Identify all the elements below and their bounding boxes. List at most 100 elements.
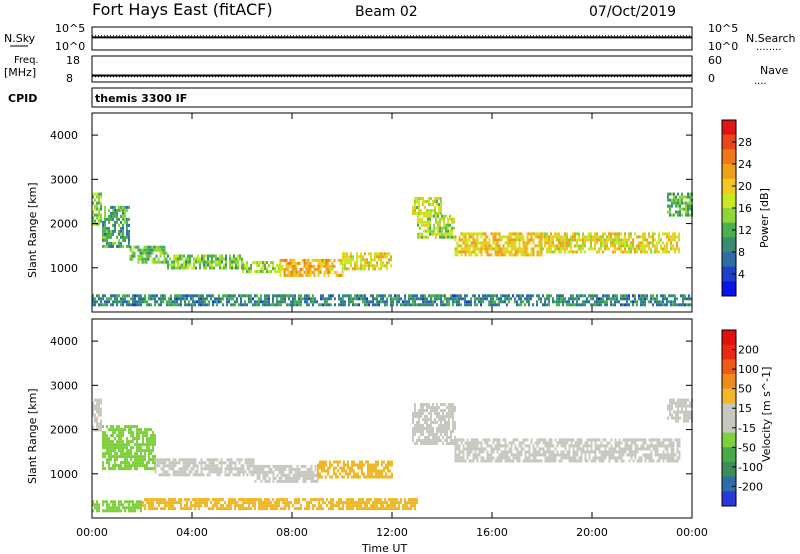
velocity-cell-8 — [264, 501, 266, 505]
power-cell-9 — [512, 253, 515, 257]
power-cell-12 — [542, 303, 544, 307]
power-cell-2 — [147, 251, 150, 255]
velocity-cell-5 — [450, 439, 452, 442]
velocity-cell-2 — [186, 461, 189, 465]
velocity-cell-1 — [116, 464, 118, 468]
power-cell-12 — [490, 297, 492, 301]
velocity-cell-8 — [160, 507, 162, 511]
power-cell-12 — [324, 300, 326, 304]
velocity-cell-8 — [282, 501, 284, 505]
velocity-cell-6 — [476, 444, 479, 448]
velocity-cell-8 — [378, 507, 380, 511]
velocity-cell-1 — [116, 428, 118, 432]
velocity-cell-2 — [252, 464, 255, 468]
power-cell-12 — [506, 294, 508, 298]
velocity-cell-1 — [136, 434, 138, 438]
power-cell-3 — [203, 266, 205, 270]
power-cell-1 — [110, 205, 112, 209]
velocity-cell-8 — [248, 504, 250, 508]
velocity-cell-6 — [652, 447, 655, 451]
velocity-cell-1 — [110, 443, 112, 447]
velocity-cell-6 — [564, 456, 567, 460]
power-cell-12 — [330, 303, 332, 307]
power-cell-12 — [640, 297, 642, 301]
power-cell-3 — [213, 266, 215, 270]
velocity-cell-8 — [298, 507, 300, 511]
velocity-cell-5 — [430, 430, 432, 433]
velocity-cell-8 — [346, 498, 348, 502]
power-cell-12 — [138, 297, 140, 301]
power-cell-9 — [510, 247, 513, 251]
power-cell-12 — [272, 297, 274, 301]
power-cell-12 — [108, 297, 110, 301]
power-cell-8 — [417, 220, 419, 224]
velocity-cell-1 — [146, 431, 148, 435]
power-cell-12 — [358, 303, 360, 307]
power-cell-12 — [526, 300, 528, 304]
power-cell-5 — [279, 264, 282, 268]
power-cell-12 — [506, 303, 508, 307]
velocity-cell-9 — [132, 503, 134, 507]
velocity-cell-2 — [236, 470, 239, 474]
power-cell-12 — [140, 294, 142, 298]
velocity-cell-8 — [158, 504, 160, 508]
power-cell-12 — [212, 303, 214, 307]
power-cell-10 — [650, 247, 652, 251]
velocity-cell-6 — [454, 456, 457, 460]
velocity-cell-4 — [339, 460, 341, 464]
power-cell-12 — [422, 297, 424, 301]
velocity-cell-6 — [576, 447, 579, 451]
velocity-cell-8 — [152, 501, 154, 505]
velocity-cell-1 — [138, 443, 140, 447]
velocity-cell-2 — [174, 473, 177, 477]
power-cell-10 — [560, 247, 562, 251]
velocity-cell-0 — [98, 413, 100, 417]
power-cell-9 — [488, 247, 491, 251]
velocity-cell-3 — [284, 479, 287, 483]
power-cell-6 — [382, 264, 384, 268]
power-cell-9 — [456, 253, 459, 257]
power-cell-10 — [630, 241, 632, 245]
velocity-cell-6 — [464, 447, 467, 451]
velocity-cell-6 — [504, 450, 507, 454]
velocity-cell-6 — [476, 438, 479, 442]
power-cell-11 — [673, 201, 675, 205]
power-cell-12 — [216, 300, 218, 304]
power-cell-3 — [237, 257, 239, 261]
power-cell-0 — [92, 210, 94, 214]
velocity-cell-1 — [148, 440, 150, 444]
velocity-cell-7 — [679, 398, 681, 402]
velocity-cell-6 — [578, 459, 581, 463]
power-cell-12 — [108, 300, 110, 304]
velocity-cell-2 — [230, 461, 233, 465]
velocity-cell-6 — [662, 456, 665, 460]
power-cell-10 — [614, 244, 616, 248]
velocity-cell-2 — [174, 458, 177, 462]
power-cell-10 — [614, 250, 616, 254]
velocity-cell-3 — [270, 470, 273, 474]
power-cell-8 — [425, 229, 427, 233]
power-cell-10 — [578, 235, 580, 239]
velocity-cell-6 — [558, 441, 561, 445]
velocity-cell-6 — [562, 444, 565, 448]
velocity-cell-5 — [426, 418, 428, 421]
power-cell-12 — [418, 303, 420, 307]
velocity-cell-8 — [354, 501, 356, 505]
velocity-cell-8 — [170, 498, 172, 502]
power-cell-9 — [540, 250, 543, 254]
power-cell-3 — [185, 257, 187, 261]
velocity-cell-1 — [122, 446, 124, 450]
velocity-cell-3 — [254, 464, 257, 468]
power-cell-5 — [305, 267, 308, 271]
velocity-cell-6 — [474, 444, 477, 448]
power-cell-8 — [423, 235, 425, 239]
power-cell-6 — [356, 264, 358, 268]
power-cell-5 — [305, 264, 308, 268]
power-cell-1 — [102, 238, 104, 242]
power-cell-12 — [680, 294, 682, 298]
velocity-cell-1 — [120, 437, 122, 441]
power-cell-9 — [500, 238, 503, 242]
power-cell-1 — [112, 217, 114, 221]
velocity-cell-1 — [140, 428, 142, 432]
velocity-cell-6 — [642, 441, 645, 445]
